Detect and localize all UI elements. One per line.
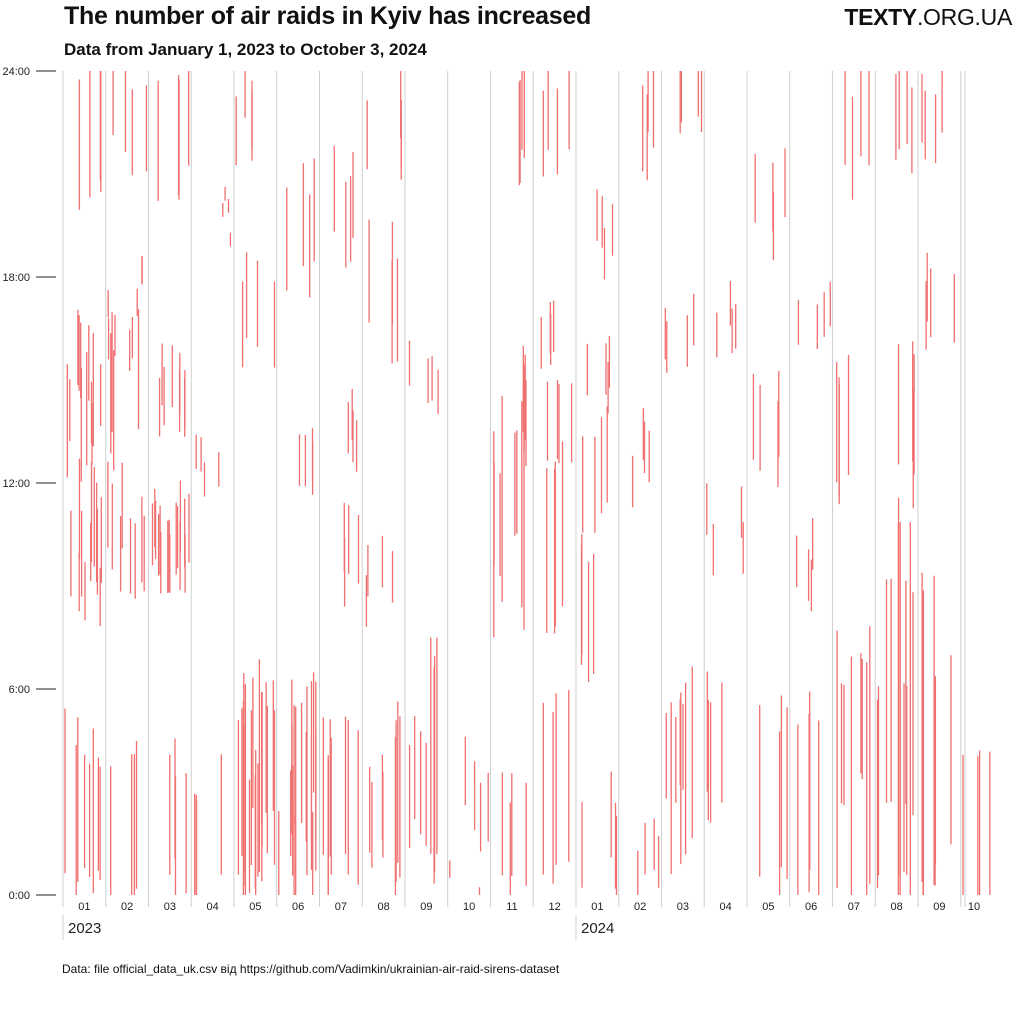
page-subtitle: Data from January 1, 2023 to October 3, … [64,40,427,59]
x-month-label: 06 [805,901,817,913]
y-tick-label: 24:00 [2,66,30,78]
x-month-label: 05 [249,901,261,913]
y-tick-label: 0:00 [9,890,30,902]
axes: 0:00 6:00 12:00 18:00 24:00 01 02 03 04 05 06 07 08 0… [2,66,980,940]
x-month-label: 08 [890,901,902,913]
x-month-label: 09 [420,901,432,913]
x-month-label: 01 [591,901,603,913]
logo-brand: TEXTY [844,4,917,30]
y-tick-label: 12:00 [2,478,30,490]
x-month-label: 02 [121,901,133,913]
alert-bars [64,71,991,895]
x-month-label: 08 [377,901,389,913]
x-month-label: 06 [292,901,304,913]
logo-domain: .ORG.UA [916,4,1012,30]
x-month-label: 11 [506,901,517,913]
month-gridlines [62,71,966,907]
x-month-label: 04 [206,901,218,913]
x-year-label: 2024 [581,920,614,937]
x-month-label: 03 [677,901,689,913]
page-title: The number of air raids in Kyiv has incr… [64,2,591,30]
brand-logo[interactable]: TEXTY.ORG.UA [844,4,1012,31]
x-month-label: 02 [634,901,646,913]
y-tick-label: 18:00 [2,272,30,284]
x-month-label: 07 [848,901,860,913]
x-year-label: 2023 [68,920,101,937]
x-month-label: 12 [548,901,560,913]
x-month-label: 01 [78,901,90,913]
x-month-label: 04 [719,901,731,913]
x-month-label: 03 [164,901,176,913]
x-month-label: 09 [933,901,945,913]
x-month-label: 10 [463,901,475,913]
y-tick-label: 6:00 [9,684,30,696]
x-month-label: 10 [968,901,980,913]
x-month-label: 05 [762,901,774,913]
data-source-note: Data: file official_data_uk.csv від http… [62,962,560,976]
x-month-label: 07 [335,901,347,913]
